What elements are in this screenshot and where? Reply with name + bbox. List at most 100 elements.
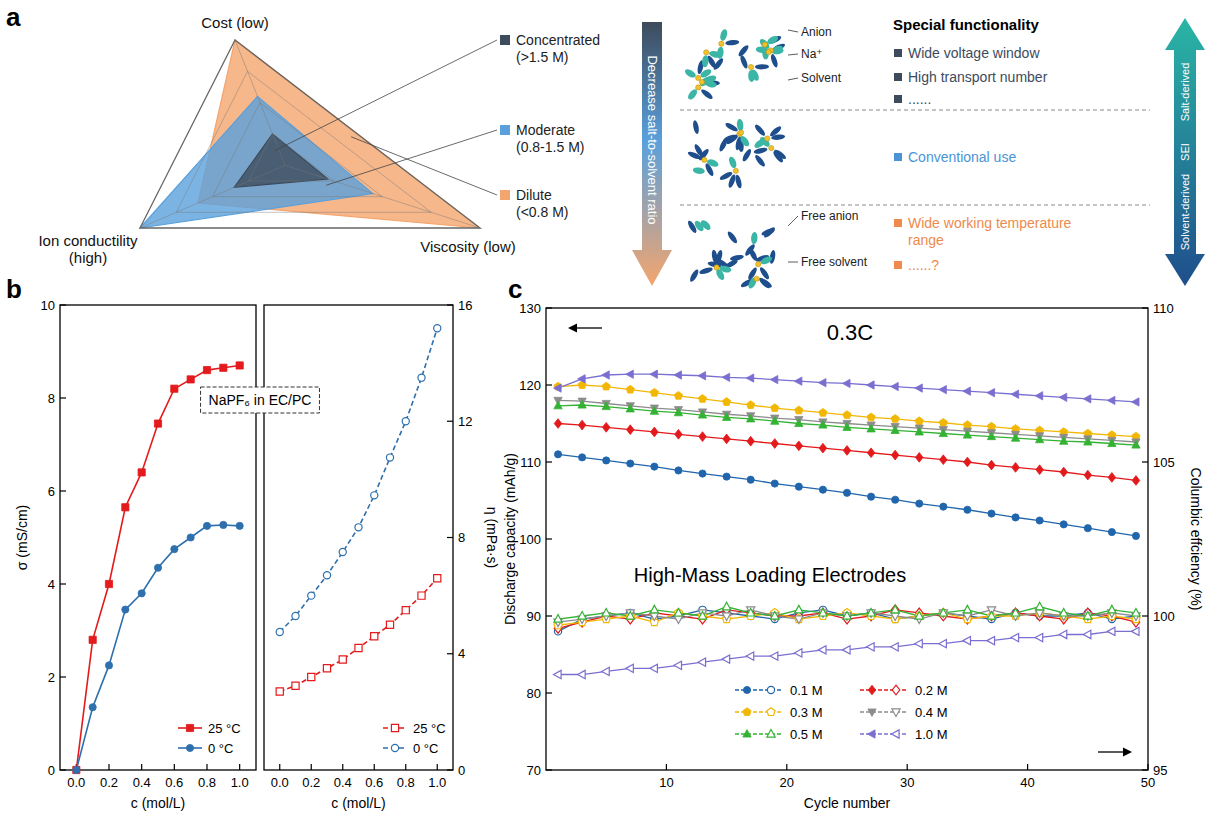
series-group bbox=[73, 362, 244, 774]
x-tick bbox=[279, 764, 280, 770]
data-point bbox=[698, 612, 706, 620]
data-point bbox=[891, 643, 899, 651]
figure: abcCost (low)Viscosity (low)Ion conducti… bbox=[0, 0, 1212, 818]
data-point bbox=[578, 670, 586, 678]
data-point bbox=[891, 426, 899, 434]
y-axis-title: σ (mS/cm) bbox=[14, 505, 30, 570]
y-tick-label: 110 bbox=[520, 455, 541, 470]
data-point bbox=[1108, 439, 1116, 447]
data-point bbox=[650, 664, 658, 672]
x-tick-label: 0.8 bbox=[397, 775, 415, 790]
legend-label-part: (>1.5 M) bbox=[516, 49, 569, 65]
data-point bbox=[819, 421, 827, 429]
data-point bbox=[867, 608, 875, 616]
data-point bbox=[627, 425, 635, 435]
data-point bbox=[651, 427, 659, 437]
x-tick-label: 0.6 bbox=[365, 775, 383, 790]
data-point bbox=[867, 448, 875, 458]
data-point bbox=[651, 463, 658, 470]
data-point bbox=[554, 451, 561, 458]
legend-label-part: Dilute bbox=[516, 187, 552, 203]
anion-molecule bbox=[728, 156, 738, 169]
solvent-molecule bbox=[692, 120, 700, 135]
data-point bbox=[339, 548, 346, 555]
data-point bbox=[916, 612, 923, 619]
sodium-ion bbox=[714, 265, 719, 270]
sei-label: Solvent-derived bbox=[1179, 174, 1191, 250]
data-point bbox=[1131, 627, 1139, 635]
molecule-label: Anion bbox=[801, 25, 832, 39]
data-point bbox=[698, 658, 706, 666]
separator bbox=[680, 110, 1150, 111]
radar-axis bbox=[235, 40, 285, 165]
data-point bbox=[963, 613, 971, 621]
x-tick bbox=[405, 764, 406, 770]
y2-tick bbox=[1142, 461, 1148, 462]
data-point bbox=[987, 389, 995, 397]
data-point bbox=[122, 606, 129, 613]
data-point bbox=[795, 616, 803, 624]
y-tick-label: 10 bbox=[41, 298, 55, 313]
x-tick-label: 0.0 bbox=[67, 775, 85, 790]
data-point bbox=[554, 419, 562, 429]
solvent-molecule bbox=[759, 277, 774, 289]
y-tick bbox=[60, 676, 66, 677]
solvent-molecule bbox=[754, 154, 767, 168]
data-point bbox=[940, 503, 947, 510]
legend-swatch bbox=[500, 125, 510, 135]
data-point bbox=[891, 605, 899, 613]
data-point bbox=[747, 476, 754, 483]
annotation: NaPF₆ in EC/PC bbox=[209, 392, 312, 408]
x-tick-label: 40 bbox=[1020, 775, 1034, 790]
radar-axis bbox=[285, 165, 480, 228]
data-point bbox=[963, 431, 971, 439]
legend-leader bbox=[326, 130, 497, 185]
axis-arrow-head bbox=[568, 324, 577, 333]
data-point bbox=[891, 605, 899, 615]
series-line bbox=[558, 454, 1136, 536]
solvent-molecule bbox=[700, 88, 714, 101]
solvent-molecule bbox=[741, 148, 753, 163]
y-tick bbox=[546, 384, 552, 385]
data-point bbox=[819, 608, 827, 616]
legend-marker bbox=[743, 708, 751, 716]
data-point bbox=[675, 429, 683, 439]
panel-letter: b bbox=[6, 274, 22, 304]
panel-letter: c bbox=[508, 274, 522, 304]
data-point bbox=[964, 506, 971, 513]
x-tick-label: 0.4 bbox=[133, 775, 151, 790]
x-tick bbox=[174, 764, 175, 770]
header: Special functionality bbox=[893, 16, 1040, 33]
y2-tick-label: 110 bbox=[1153, 301, 1174, 316]
legend-leader bbox=[351, 137, 497, 195]
data-point bbox=[843, 489, 850, 496]
category-label-part: Viscosity (low) bbox=[420, 238, 516, 255]
arrow-label: Decrease salt-to-solvent ratio bbox=[645, 55, 660, 224]
data-point bbox=[988, 611, 996, 621]
chart: 102030405070809010011012013095100105110C… bbox=[502, 301, 1204, 812]
legend-line bbox=[860, 689, 908, 690]
data-point bbox=[794, 377, 802, 385]
legend-marker bbox=[767, 708, 775, 716]
data-point bbox=[795, 483, 802, 490]
separator bbox=[680, 205, 1150, 206]
data-point bbox=[746, 374, 754, 382]
data-point bbox=[602, 402, 610, 410]
data-point bbox=[723, 473, 730, 480]
x-tick bbox=[437, 764, 438, 770]
data-point bbox=[578, 612, 586, 620]
data-point bbox=[915, 453, 923, 463]
data-point bbox=[276, 688, 283, 695]
data-point bbox=[1060, 608, 1068, 616]
x-tick-label: 0.8 bbox=[198, 775, 216, 790]
y2-tick-label: 100 bbox=[1153, 609, 1175, 624]
data-point bbox=[867, 381, 875, 389]
x-tick-label: 1.0 bbox=[231, 775, 249, 790]
data-point bbox=[843, 612, 851, 620]
data-point bbox=[626, 370, 634, 378]
data-point bbox=[939, 429, 947, 437]
series-line bbox=[280, 578, 438, 691]
data-point bbox=[770, 652, 778, 660]
data-point bbox=[1012, 608, 1020, 618]
sei-arrow bbox=[1165, 18, 1205, 286]
